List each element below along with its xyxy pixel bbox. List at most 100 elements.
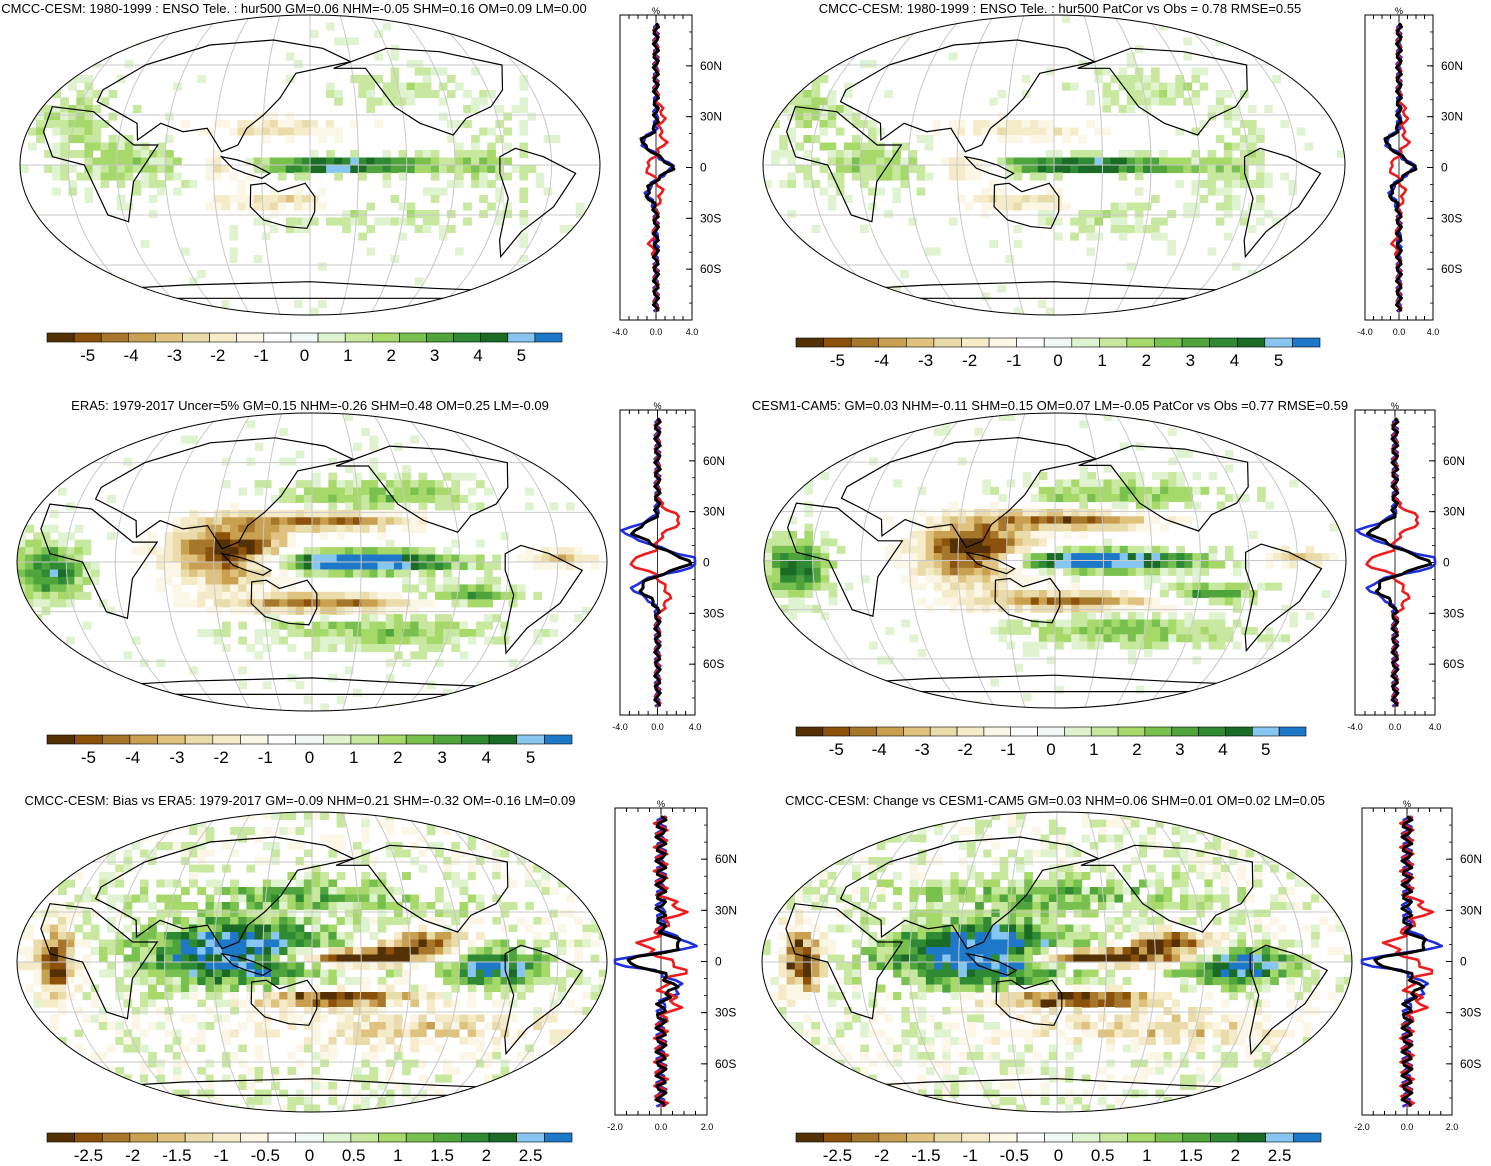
field-cell bbox=[58, 591, 67, 600]
field-cell bbox=[293, 202, 303, 211]
field-cell bbox=[369, 569, 379, 578]
field-cell bbox=[418, 864, 428, 873]
field-cell bbox=[1013, 120, 1023, 129]
field-cell bbox=[172, 539, 182, 548]
field-cell bbox=[58, 977, 67, 986]
field-cell bbox=[287, 924, 297, 933]
field-cell bbox=[803, 165, 813, 174]
field-cell bbox=[516, 857, 526, 866]
field-cell bbox=[811, 90, 821, 99]
field-cell bbox=[566, 562, 575, 571]
field-cell bbox=[917, 545, 927, 554]
field-cell bbox=[271, 954, 280, 963]
field-cell bbox=[189, 172, 198, 181]
field-cell bbox=[426, 819, 436, 828]
field-cell bbox=[1022, 575, 1032, 584]
field-cell bbox=[1063, 567, 1072, 576]
field-cell bbox=[438, 112, 448, 121]
field-cell bbox=[1272, 217, 1281, 226]
field-cell bbox=[1126, 225, 1136, 234]
field-cell bbox=[334, 172, 343, 181]
field-cell bbox=[1079, 597, 1088, 606]
field-cell bbox=[262, 569, 272, 578]
field-cell bbox=[1265, 641, 1274, 650]
field-cell bbox=[1038, 472, 1048, 480]
field-cell bbox=[467, 487, 477, 496]
field-cell bbox=[1071, 619, 1080, 628]
field-cell bbox=[108, 157, 118, 166]
field-cell bbox=[156, 584, 166, 593]
field-cell bbox=[374, 157, 384, 166]
field-cell bbox=[804, 604, 814, 613]
field-cell bbox=[115, 939, 125, 948]
field-cell bbox=[108, 172, 118, 181]
field-cell bbox=[434, 909, 444, 918]
grid-meridian bbox=[67, 15, 162, 315]
field-cell bbox=[213, 547, 223, 556]
field-cell bbox=[508, 584, 518, 593]
field-cell bbox=[377, 562, 387, 571]
field-cell bbox=[74, 562, 84, 571]
field-cell bbox=[459, 887, 469, 896]
field-cell bbox=[350, 45, 359, 54]
field-cell bbox=[966, 604, 975, 613]
colorbar-label: -5 bbox=[80, 346, 95, 365]
field-cell bbox=[590, 924, 600, 933]
field-cell bbox=[1297, 560, 1307, 569]
field-cell bbox=[107, 420, 116, 429]
field-cell bbox=[582, 644, 592, 653]
field-cell bbox=[156, 969, 166, 978]
field-cell bbox=[344, 1037, 354, 1046]
field-cell bbox=[1070, 150, 1079, 159]
field-cell bbox=[1176, 560, 1185, 569]
field-cell bbox=[180, 517, 190, 526]
field-cell bbox=[426, 621, 436, 630]
field-cell bbox=[82, 435, 92, 444]
field-cell bbox=[1257, 413, 1266, 421]
field-cell bbox=[1126, 37, 1136, 46]
field-cell bbox=[941, 523, 951, 532]
field-cell bbox=[68, 180, 77, 189]
field-cell bbox=[997, 187, 1007, 196]
field-cell bbox=[1192, 560, 1202, 569]
field-cell bbox=[271, 532, 280, 541]
coastline bbox=[333, 47, 504, 136]
field-cell bbox=[180, 576, 190, 585]
field-cell bbox=[434, 849, 444, 858]
field-cell bbox=[982, 538, 991, 547]
field-cell bbox=[989, 240, 998, 249]
field-cell bbox=[819, 105, 829, 114]
grid-meridian bbox=[1084, 413, 1105, 708]
field-cell bbox=[516, 819, 526, 828]
field-cell bbox=[868, 60, 877, 69]
field-cell bbox=[484, 962, 493, 971]
field-cell bbox=[1103, 567, 1113, 576]
field-cell bbox=[410, 984, 420, 993]
field-cell bbox=[1160, 486, 1169, 495]
field-cell bbox=[574, 917, 583, 926]
colorbar-box bbox=[46, 332, 75, 343]
field-cell bbox=[385, 1022, 395, 1031]
field-cell bbox=[180, 842, 190, 851]
field-cell bbox=[1135, 523, 1145, 532]
field-cell bbox=[479, 180, 488, 189]
field-cell bbox=[361, 1029, 370, 1038]
field-cell bbox=[1184, 567, 1193, 576]
field-cell bbox=[237, 195, 247, 204]
field-cell bbox=[393, 614, 403, 623]
field-cell bbox=[851, 120, 861, 129]
field-cell bbox=[771, 255, 780, 264]
field-cell bbox=[269, 225, 279, 234]
field-cell bbox=[1038, 560, 1048, 569]
field-cell bbox=[446, 157, 456, 166]
field-cell bbox=[369, 887, 379, 896]
field-cell bbox=[221, 562, 231, 571]
field-cell bbox=[189, 902, 198, 911]
profile-lat-label: 30S bbox=[700, 211, 721, 225]
profile-line-black bbox=[1383, 22, 1418, 312]
field-cell bbox=[796, 545, 805, 554]
field-cell bbox=[385, 887, 395, 896]
field-cell bbox=[909, 575, 919, 584]
field-cell bbox=[982, 597, 991, 606]
field-cell bbox=[1168, 560, 1177, 569]
